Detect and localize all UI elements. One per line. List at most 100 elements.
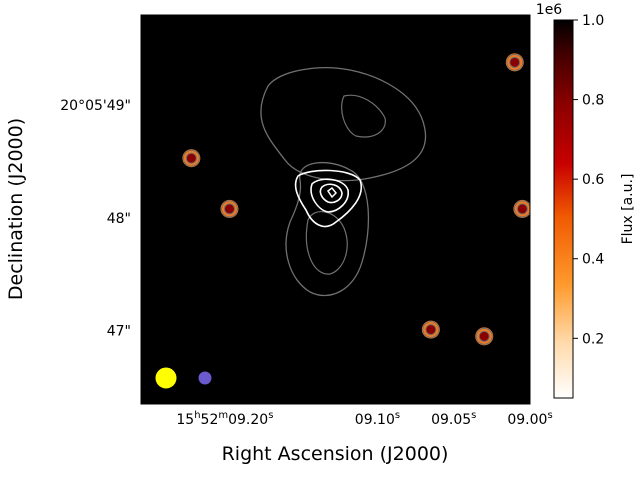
flux-pixel xyxy=(275,356,282,364)
flux-pixel xyxy=(153,118,160,126)
flux-pixel xyxy=(244,88,252,95)
flux-pixel xyxy=(372,21,380,28)
flux-pixel xyxy=(330,130,337,138)
flux-pixel xyxy=(147,313,154,321)
flux-pixel xyxy=(330,204,337,211)
flux-pixel xyxy=(433,289,441,296)
flux-pixel xyxy=(195,289,203,296)
flux-pixel xyxy=(232,283,239,290)
flux-pixel xyxy=(391,118,398,126)
flux-pixel xyxy=(305,100,313,107)
flux-pixel xyxy=(220,82,227,89)
flux-pixel xyxy=(476,100,483,107)
flux-pixel xyxy=(244,356,252,364)
flux-pixel xyxy=(397,179,404,187)
flux-pixel xyxy=(507,112,514,120)
flux-pixel xyxy=(391,94,398,101)
flux-pixel xyxy=(305,21,313,28)
flux-pixel xyxy=(360,137,368,144)
flux-pixel xyxy=(342,173,349,181)
flux-pixel xyxy=(159,240,166,248)
flux-pixel xyxy=(391,350,398,357)
flux-pixel xyxy=(311,118,319,126)
flux-pixel xyxy=(256,191,264,199)
flux-pixel xyxy=(427,289,435,296)
flux-pixel xyxy=(476,265,483,272)
flux-pixel xyxy=(177,124,185,132)
flux-pixel xyxy=(238,69,246,77)
flux-pixel xyxy=(348,246,355,254)
flux-pixel xyxy=(403,356,410,364)
flux-pixel xyxy=(421,374,429,382)
flux-pixel xyxy=(305,259,313,266)
flux-pixel xyxy=(189,33,197,40)
flux-pixel xyxy=(141,332,148,339)
flux-pixel xyxy=(403,63,410,71)
flux-pixel xyxy=(250,51,258,59)
flux-pixel xyxy=(299,185,307,193)
flux-pixel xyxy=(470,45,477,52)
flux-pixel xyxy=(293,374,300,382)
flux-pixel xyxy=(287,204,294,211)
flux-pixel xyxy=(244,265,252,272)
flux-pixel xyxy=(500,143,508,150)
flux-pixel xyxy=(433,295,441,303)
flux-pixel xyxy=(208,216,215,223)
flux-pixel xyxy=(299,265,307,272)
flux-pixel xyxy=(189,57,197,65)
flux-pixel xyxy=(226,118,233,126)
flux-pixel xyxy=(159,161,166,168)
flux-pixel xyxy=(433,191,441,199)
flux-pixel xyxy=(403,15,410,22)
flux-pixel xyxy=(348,307,355,315)
flux-pixel xyxy=(275,332,282,339)
flux-pixel xyxy=(244,15,252,22)
flux-pixel xyxy=(482,179,490,187)
flux-pixel xyxy=(507,143,514,150)
flux-pixel xyxy=(452,289,459,296)
flux-pixel xyxy=(226,222,233,229)
flux-pixel xyxy=(366,88,374,95)
flux-pixel xyxy=(360,289,368,296)
flux-pixel xyxy=(159,252,166,260)
flux-pixel xyxy=(293,69,300,77)
flux-pixel xyxy=(202,259,209,266)
flux-pixel xyxy=(519,228,526,235)
flux-pixel xyxy=(391,149,398,156)
flux-pixel xyxy=(159,149,166,156)
flux-pixel xyxy=(159,387,166,394)
flux-pixel xyxy=(464,137,471,144)
colorbar-tick-label: 0.4 xyxy=(582,252,604,268)
flux-pixel xyxy=(336,289,343,296)
flux-pixel xyxy=(293,57,300,65)
flux-pixel xyxy=(238,399,246,404)
flux-pixel xyxy=(348,399,355,404)
flux-pixel xyxy=(250,27,258,34)
flux-pixel xyxy=(482,381,490,388)
flux-pixel xyxy=(275,344,282,351)
flux-pixel xyxy=(494,381,502,388)
flux-pixel xyxy=(275,350,282,357)
flux-pixel xyxy=(153,320,160,327)
flux-pixel xyxy=(177,57,185,65)
flux-pixel xyxy=(452,21,459,28)
y-axis-title: Declination (J2000) xyxy=(5,118,27,300)
flux-pixel xyxy=(519,399,526,404)
flux-pixel xyxy=(519,191,526,199)
flux-pixel xyxy=(500,124,508,132)
flux-pixel xyxy=(232,33,239,40)
flux-pixel xyxy=(433,350,441,357)
flux-pixel xyxy=(360,143,368,150)
flux-pixel xyxy=(403,362,410,370)
flux-pixel xyxy=(476,350,483,357)
flux-pixel xyxy=(299,155,307,162)
flux-pixel xyxy=(220,137,227,144)
flux-pixel xyxy=(317,143,325,150)
flux-pixel xyxy=(183,69,191,77)
flux-pixel xyxy=(354,33,361,40)
flux-pixel xyxy=(195,387,203,394)
flux-pixel xyxy=(214,362,221,370)
flux-pixel xyxy=(287,277,294,284)
flux-pixel xyxy=(446,106,453,113)
flux-pixel xyxy=(366,307,374,315)
